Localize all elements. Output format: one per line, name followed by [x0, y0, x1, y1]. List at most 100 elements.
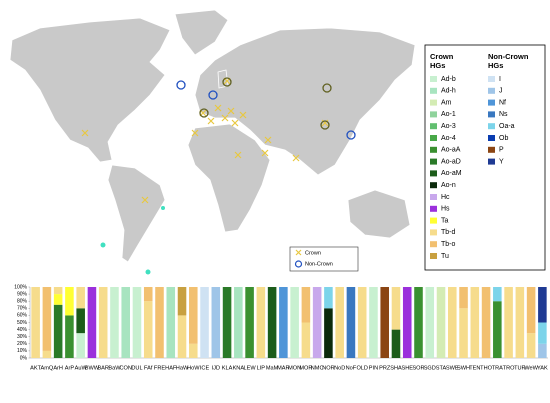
legend-swatch [430, 241, 437, 248]
x-tick-label: MAR [277, 365, 289, 371]
legend-swatch [488, 158, 495, 165]
bar-segment [324, 308, 333, 358]
x-tick-label: ArP [65, 365, 75, 371]
bar-chart: 0%10%20%30%40%50%60%70%80%90%100%AKT AmQ A… [14, 284, 548, 371]
australia [347, 189, 411, 239]
bar-segment [87, 287, 97, 358]
site-dot [161, 206, 165, 210]
map-markers [81, 77, 329, 204]
legend-swatch [430, 158, 437, 165]
x-tick-label: MON [288, 365, 301, 371]
bar-segment [132, 287, 142, 358]
bar-segment [425, 287, 435, 358]
y-tick-label: 100% [14, 284, 27, 290]
bar-segment [53, 287, 63, 295]
bar-segment [245, 287, 254, 358]
bar-segment [459, 287, 468, 309]
hg-legend: Crown HGsAd-bAd-hAmAo-1Ao-3Ao-4Ao-aAAo-aD… [430, 52, 529, 260]
legend-swatch [430, 194, 437, 200]
bar-segment [234, 287, 243, 358]
legend-swatch [488, 99, 495, 106]
map-legend-noncrown-symbol [294, 260, 303, 268]
y-tick-label: 40% [17, 327, 28, 333]
mixed-marker [322, 83, 332, 93]
bar-segment [357, 287, 367, 358]
legend-label: Am [441, 99, 452, 106]
legend-label: J [499, 88, 503, 95]
south-america [107, 164, 166, 263]
bar-segment [76, 287, 85, 309]
x-tick-label: AmQ [41, 365, 54, 371]
non-crown-marker [346, 130, 356, 140]
bar-segment [42, 350, 52, 358]
bar-segment [42, 287, 52, 351]
non-crown-marker [176, 80, 186, 90]
bar-segment [65, 287, 74, 316]
hg-legend-box [424, 44, 546, 271]
bar-segment [538, 343, 547, 358]
map-legend-box [289, 246, 359, 272]
bar-segment [312, 287, 322, 358]
bar-segment [110, 287, 119, 358]
legend-swatch [488, 123, 495, 130]
legend-label: Ao-n [441, 182, 456, 189]
legend-label: Tb-d [441, 229, 456, 236]
x-tick-label: NoF [346, 365, 357, 371]
legend-swatch [488, 76, 495, 82]
legend-swatch [430, 76, 437, 82]
legend-label: Hs [441, 206, 450, 213]
legend-swatch [488, 135, 495, 141]
legend-label: Ao-aD [441, 158, 461, 165]
x-tick-label: FAf [144, 365, 153, 371]
bar-segment [414, 287, 423, 358]
legend-swatch [430, 146, 437, 153]
bar-segment [538, 322, 547, 344]
bar-segment [301, 322, 311, 358]
legend-swatch [430, 123, 437, 130]
y-tick-label: 50% [17, 320, 28, 326]
legend-swatch [488, 111, 495, 118]
x-tick-label: TRO [503, 365, 515, 371]
africa [187, 123, 271, 233]
x-tick-label: DUL [131, 365, 142, 371]
x-tick-label: AuW [75, 365, 88, 371]
x-tick-label: MOR [299, 365, 312, 371]
bar-segment [31, 287, 40, 358]
bar-segment [346, 287, 356, 358]
uk [217, 69, 229, 89]
bar-segment [53, 294, 63, 305]
y-tick-label: 70% [17, 306, 28, 312]
x-tick-label: PRZ [379, 365, 391, 371]
site-dot [100, 242, 106, 248]
x-tick-label: TRA [492, 365, 503, 371]
non-crown-markers [100, 77, 356, 275]
x-tick-label: BAR [97, 365, 109, 371]
legend-group-title-line: Non-Crown [488, 52, 529, 61]
x-tick-label: SHE [401, 365, 413, 371]
x-tick-label: CON [119, 365, 131, 371]
x-tick-label: BaW [108, 365, 121, 371]
legend-label: Ao-3 [441, 123, 456, 130]
north-america [9, 17, 171, 163]
map-legend: Crown Non-Crown [289, 246, 359, 272]
legend-swatch [430, 170, 437, 177]
bar-segment [493, 301, 502, 358]
legend-swatch [430, 253, 437, 259]
legend-label: Ao-aA [441, 147, 461, 154]
legend-group-title: Non-Crown HGs [488, 52, 529, 70]
map-legend-crown-symbol [295, 249, 302, 256]
legend-label: Oa-a [499, 123, 515, 130]
bar-segment [515, 287, 525, 358]
x-tick-label: KNA [233, 365, 245, 371]
x-tick-label: ICE [200, 365, 210, 371]
bar-segment [267, 287, 277, 358]
legend-label: Tu [441, 253, 449, 260]
x-tick-label: TUR [514, 365, 526, 371]
legend-label: Ta [441, 217, 449, 224]
x-tick-label: LIP [257, 365, 266, 371]
bar-segment [391, 287, 401, 330]
legend-group-title-line: HGs [430, 61, 445, 70]
legend-label: Ob [499, 135, 508, 142]
legend-swatch [430, 111, 437, 118]
